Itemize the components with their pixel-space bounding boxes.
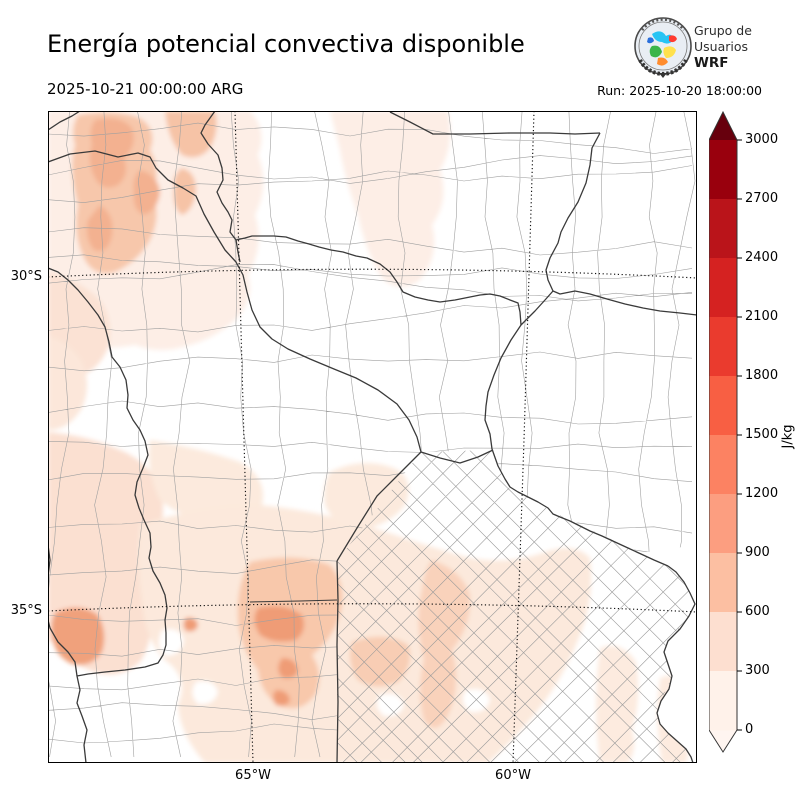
gridline-35s — [48, 603, 697, 613]
colorbar-tick-label: 2400 — [745, 250, 779, 265]
colorbar-segment — [709, 494, 737, 554]
lat-label-35s: 35°S — [10, 603, 42, 618]
buenosaires-partidos-mesh — [337, 450, 696, 763]
lon-label-60w: 60°W — [495, 768, 531, 783]
colorbar-tick-label: 600 — [745, 604, 770, 619]
colorbar-segment — [709, 199, 737, 259]
colorbar-segment — [709, 612, 737, 672]
colorbar-tick-label: 1200 — [745, 486, 779, 501]
colorbar-tick-label: 2700 — [745, 191, 779, 206]
gridline-30s — [48, 268, 697, 279]
valid-time-label: 2025-10-21 00:00:00 ARG — [47, 80, 244, 98]
lon-label-65w: 65°W — [235, 768, 271, 783]
colorbar-tick-label: 1800 — [745, 368, 779, 383]
colorbar-under-arrow — [709, 730, 737, 752]
page-title: Energía potencial convectiva disponible — [47, 30, 525, 58]
colorbar-tick-label: 0 — [745, 722, 754, 737]
colorbar-tick-label: 1500 — [745, 427, 779, 442]
colorbar-segment — [709, 140, 737, 200]
colorbar-over-arrow — [709, 112, 737, 140]
colorbar-tick-label: 3000 — [745, 132, 779, 147]
rio-de-la-plata-water — [640, 545, 697, 763]
logo-text-line3: WRF — [694, 55, 729, 71]
logo-text-line2: Usuarios — [694, 39, 748, 54]
colorbar-segment — [709, 553, 737, 613]
graticule-lines — [48, 111, 697, 763]
colorbar-tick-label: 2100 — [745, 309, 779, 324]
colorbar-tick-label: 300 — [745, 663, 770, 678]
globe-seal-icon — [634, 17, 692, 78]
colorbar-segment — [709, 435, 737, 495]
colorbar-segment — [709, 258, 737, 318]
cape-shading — [48, 111, 690, 763]
cape-map — [48, 111, 697, 763]
colorbar-segment — [709, 671, 737, 731]
province-boundaries — [48, 111, 697, 763]
logo-text-line1: Grupo de — [694, 23, 752, 38]
lat-label-30s: 30°S — [10, 269, 42, 284]
run-time-label: Run: 2025-10-20 18:00:00 — [597, 83, 762, 98]
gridline-65w — [234, 111, 254, 763]
map-border — [48, 111, 697, 763]
colorbar-tick-label: 900 — [745, 545, 770, 560]
colorbar-unit-label: J/kg — [780, 424, 796, 449]
boundary-line — [337, 450, 696, 763]
colorbar — [709, 110, 742, 753]
colorbar-segment — [709, 317, 737, 377]
wrf-users-group-logo: Grupo de Usuarios WRF — [634, 17, 752, 78]
colorbar-segment — [709, 376, 737, 436]
